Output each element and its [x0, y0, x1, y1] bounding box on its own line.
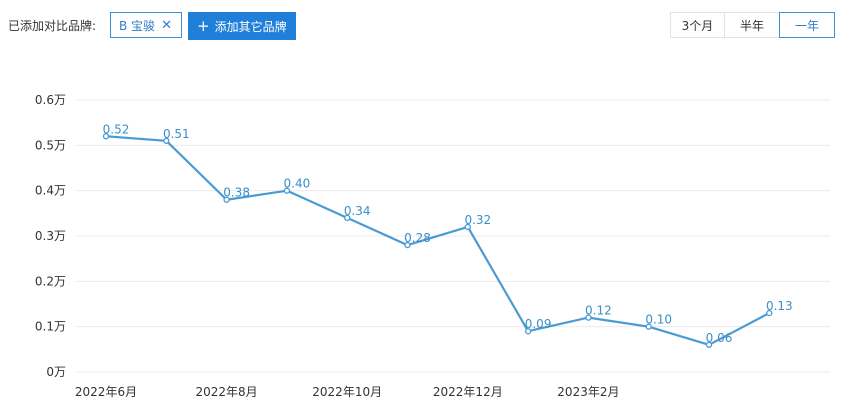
- data-label: 0.40: [284, 177, 311, 191]
- range-half-year-button[interactable]: 半年: [724, 12, 780, 38]
- y-tick-label: 0.6万: [35, 93, 66, 107]
- data-label: 0.51: [163, 127, 190, 141]
- y-tick-label: 0.1万: [35, 320, 66, 334]
- range-one-year-label: 一年: [794, 18, 819, 33]
- data-point: [344, 214, 351, 222]
- data-label: 0.28: [404, 231, 431, 245]
- data-point: [464, 223, 471, 231]
- data-label: 0.09: [525, 317, 552, 331]
- data-point: [223, 196, 230, 203]
- range-3-months-button[interactable]: 3个月: [670, 12, 725, 38]
- data-point: [404, 241, 411, 249]
- data-point: [585, 314, 592, 321]
- data-point: [163, 137, 170, 144]
- data-point: [283, 187, 291, 194]
- y-tick-label: 0.4万: [35, 184, 66, 198]
- data-label: 0.13: [766, 299, 793, 313]
- y-tick-label: 0万: [46, 365, 66, 379]
- series-line: [105, 135, 770, 346]
- brand-tag-baojun[interactable]: B 宝骏 ✕: [110, 12, 182, 38]
- data-label: 0.34: [344, 204, 371, 218]
- data-point: [705, 341, 713, 348]
- compare-brands-label: 已添加对比品牌:: [8, 19, 97, 33]
- range-half-year-label: 半年: [739, 18, 764, 33]
- data-label: 0.52: [103, 122, 130, 136]
- x-tick-label: 2022年12月: [433, 385, 503, 399]
- add-brand-button[interactable]: + 添加其它品牌: [188, 12, 296, 40]
- close-icon[interactable]: ✕: [161, 17, 172, 33]
- y-tick-label: 0.5万: [35, 138, 66, 152]
- x-tick-label: 2023年2月: [557, 385, 619, 399]
- range-3-months-label: 3个月: [681, 18, 714, 33]
- data-label: 0.10: [645, 313, 672, 327]
- time-range-selector: 3个月 半年 一年: [670, 12, 835, 38]
- range-one-year-button[interactable]: 一年: [779, 12, 835, 38]
- x-tick-label: 2022年6月: [75, 385, 137, 399]
- y-tick-label: 0.2万: [35, 274, 66, 288]
- data-label: 0.32: [464, 213, 491, 227]
- data-point: [766, 309, 773, 317]
- data-label: 0.06: [706, 331, 733, 345]
- x-tick-label: 2022年8月: [196, 385, 258, 399]
- y-tick-label: 0.3万: [35, 229, 66, 243]
- data-point: [524, 328, 532, 335]
- data-point: [102, 133, 110, 140]
- plus-icon: +: [197, 16, 210, 35]
- toolbar: 已添加对比品牌: B 宝骏 ✕ + 添加其它品牌 3个月 半年 一年: [0, 0, 852, 50]
- data-point: [645, 323, 652, 330]
- x-tick-label: 2022年10月: [312, 385, 382, 399]
- add-brand-label: 添加其它品牌: [214, 19, 287, 34]
- data-label: 0.12: [585, 304, 612, 318]
- brand-tag-label: B 宝骏: [119, 18, 156, 33]
- data-label: 0.38: [223, 186, 250, 200]
